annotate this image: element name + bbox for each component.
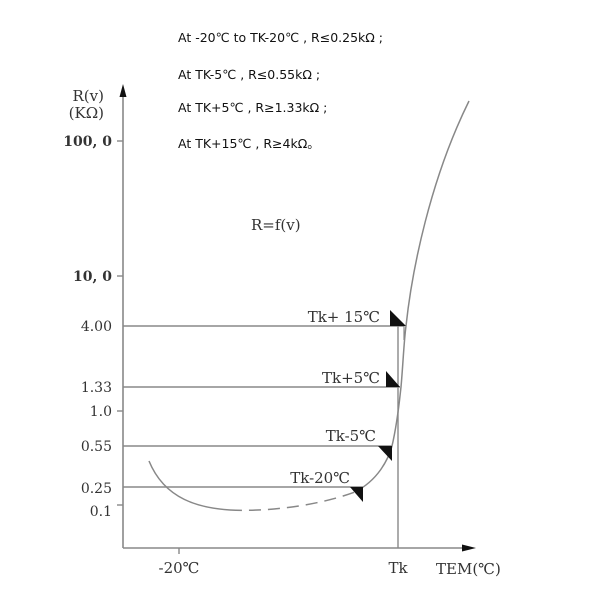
note-line: At -20℃ to TK-20℃ , R≤0.25kΩ ;: [178, 30, 384, 45]
x-axis-arrow-icon: [462, 544, 476, 552]
y-tick-label: 4.00: [81, 319, 112, 335]
marker-tk-plus-5-icon: [386, 371, 400, 387]
y-axis-arrow-icon: [119, 84, 127, 97]
marker-label: Tk+5℃: [322, 369, 380, 387]
marker-tk-plus-15-icon: [390, 310, 406, 326]
y-tick-label: 0.25: [81, 481, 112, 497]
x-tick-label: Tk: [388, 559, 408, 577]
resistance-curve-low: [148, 460, 231, 511]
note-line: At TK+5℃ , R≥1.33kΩ ;: [178, 100, 328, 115]
function-label: R=f(v): [251, 216, 301, 234]
x-axis-label: TEM(℃): [436, 560, 501, 578]
y-tick-label: 1.0: [90, 404, 112, 420]
y-tick-label: 100, 0: [63, 134, 112, 150]
y-axis-unit: (KΩ): [69, 104, 104, 122]
resistance-curve-dashed: [229, 491, 356, 512]
y-tick-label: 0.55: [81, 439, 112, 455]
note-line: At TK-5℃ , R≤0.55kΩ ;: [178, 67, 321, 82]
y-tick-label: 0.1: [90, 504, 112, 520]
y-axis-label: R(v): [73, 87, 104, 105]
marker-label: Tk-20℃: [290, 469, 350, 487]
marker-label: Tk-5℃: [326, 427, 376, 445]
y-tick-label: 1.33: [81, 380, 112, 396]
marker-label: Tk+ 15℃: [308, 308, 380, 326]
marker-tk-minus-20-icon: [350, 487, 363, 502]
marker-tk-minus-5-icon: [378, 446, 392, 461]
note-line: At TK+15℃ , R≥4kΩ。: [178, 136, 320, 151]
x-tick-label: -20℃: [159, 559, 200, 577]
y-tick-label: 10, 0: [73, 269, 112, 285]
